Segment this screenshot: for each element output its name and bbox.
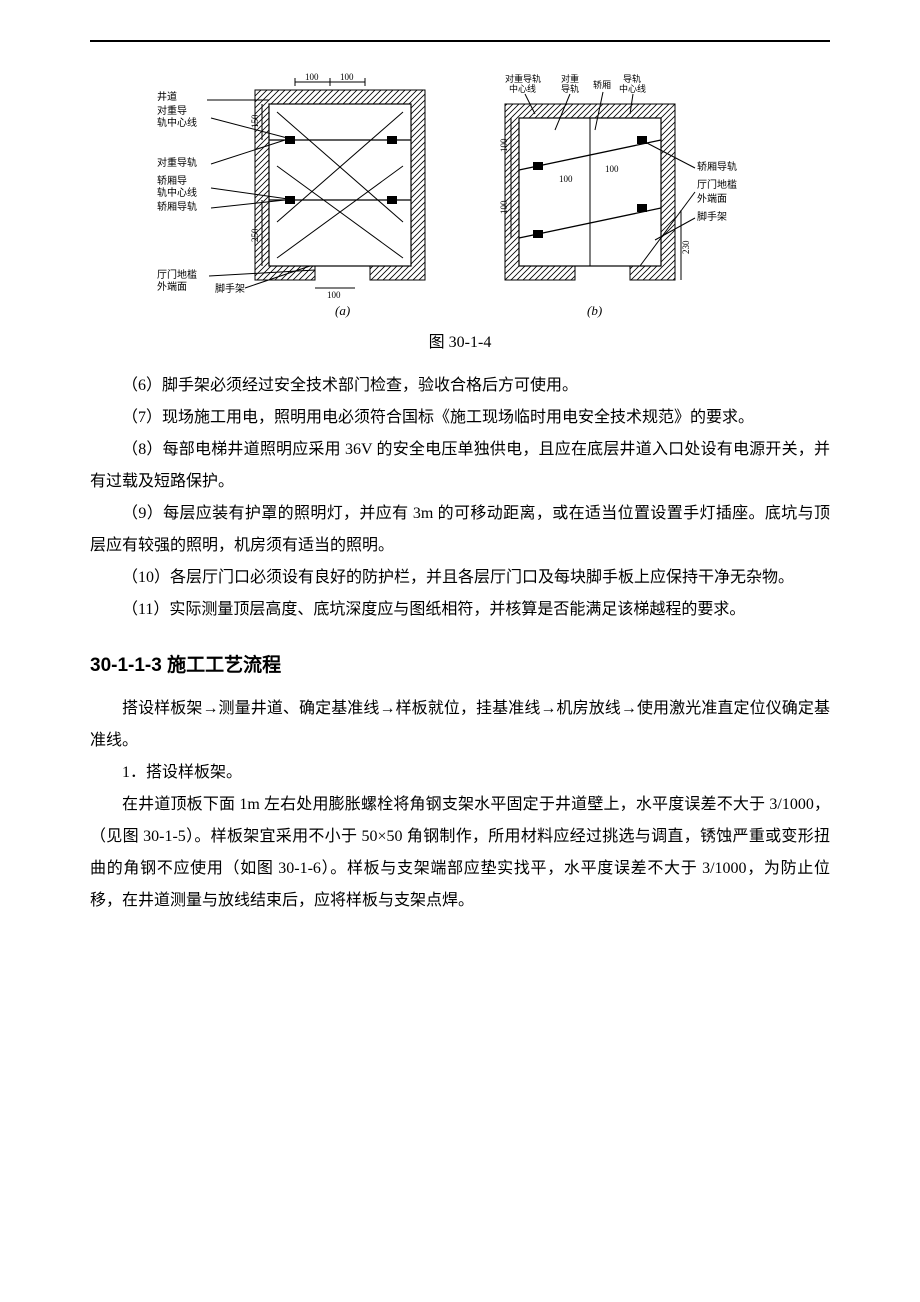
para-10: （10）各层厅门口必须设有良好的防护栏，并且各层厅门口及每块脚手板上应保持干净无… (90, 562, 830, 594)
rlabel-jxrail: 轿厢导轨 (697, 160, 737, 173)
label-jiaoxiang-center2: 轨中心线 (157, 186, 197, 199)
section-body: 搭设样板架→测量井道、确定基准线→样板就位，挂基准线→机房放线→使用激光准直定位… (90, 693, 830, 917)
rlabel-sill1: 厅门地槛 (697, 178, 737, 191)
step-1-heading: 1．搭设样板架。 (90, 757, 830, 789)
rlabel-sill2: 外端面 (697, 192, 727, 205)
dim-lv2: 100 (499, 200, 509, 214)
dim-lv1: 100 (499, 138, 509, 152)
label-sill2: 外端面 (157, 280, 187, 293)
step-1-body: 在井道顶板下面 1m 左右处用膨胀螺栓将角钢支架水平固定于井道壁上，水平度误差不… (90, 789, 830, 917)
flow-text: 搭设样板架→测量井道、确定基准线→样板就位，挂基准线→机房放线→使用激光准直定位… (90, 693, 830, 757)
figure-30-1-4: 100 100 (90, 70, 830, 320)
para-11: （11）实际测量顶层高度、底坑深度应与图纸相符，并核算是否能满足该梯越程的要求。 (90, 594, 830, 626)
para-8: （8）每部电梯井道照明应采用 36V 的安全电压单独供电，且应在底层井道入口处设… (90, 434, 830, 498)
inner-dim-2: 100 (605, 164, 619, 174)
para-7: （7）现场施工用电，照明用电必须符合国标《施工现场临时用电安全技术规范》的要求。 (90, 402, 830, 434)
label-jiaoxiang-rail: 轿厢导轨 (157, 200, 197, 213)
top-lbl-4b: 中心线 (619, 83, 646, 94)
label-duizhong-center: 对重导 (157, 104, 187, 117)
fig-label-a: (a) (335, 303, 350, 318)
top-lbl-2b: 导轨 (561, 83, 579, 94)
top-lbl-4a: 导轨 (623, 73, 641, 84)
body-text-block: （6）脚手架必须经过安全技术部门检查，验收合格后方可使用。 （7）现场施工用电，… (90, 370, 830, 626)
diagram-a: 100 100 (155, 70, 455, 320)
label-jingdao: 井道 (157, 90, 177, 103)
page-container: 100 100 (0, 0, 920, 1302)
top-lbl-1b: 中心线 (509, 83, 536, 94)
dim-top-1: 100 (305, 72, 319, 82)
label-duizhong-center2: 轨中心线 (157, 116, 197, 129)
top-lbl-1a: 对重导轨 (505, 73, 541, 84)
figure-caption: 图 30-1-4 (90, 328, 830, 352)
inner-dim-1: 100 (559, 174, 573, 184)
top-horizontal-rule (90, 40, 830, 42)
top-lbl-2a: 对重 (561, 73, 579, 84)
label-scaffold: 脚手架 (215, 282, 245, 295)
dim-bottom: 100 (327, 290, 341, 300)
top-lbl-3: 轿厢 (593, 79, 611, 90)
diagram-b: 对重导轨 中心线 对重 导轨 轿厢 导轨 中心线 (475, 70, 775, 320)
label-sill: 厅门地槛 (157, 268, 197, 281)
label-jiaoxiang-center: 轿厢导 (157, 174, 187, 187)
fig-label-b: (b) (587, 303, 602, 318)
para-9: （9）每层应装有护罩的照明灯，并应有 3m 的可移动距离，或在适当位置设置手灯插… (90, 498, 830, 562)
section-heading-30-1-1-3: 30-1-1-3 施工工艺流程 (90, 650, 830, 677)
dim-top-2: 100 (340, 72, 354, 82)
para-6: （6）脚手架必须经过安全技术部门检查，验收合格后方可使用。 (90, 370, 830, 402)
rlabel-scaffold: 脚手架 (697, 210, 727, 223)
label-duizhong-rail: 对重导轨 (157, 156, 197, 169)
dim-left-2: 250 (250, 228, 260, 242)
dim-left-1: 150 (250, 114, 260, 128)
dim-rv: 230 (681, 240, 691, 254)
